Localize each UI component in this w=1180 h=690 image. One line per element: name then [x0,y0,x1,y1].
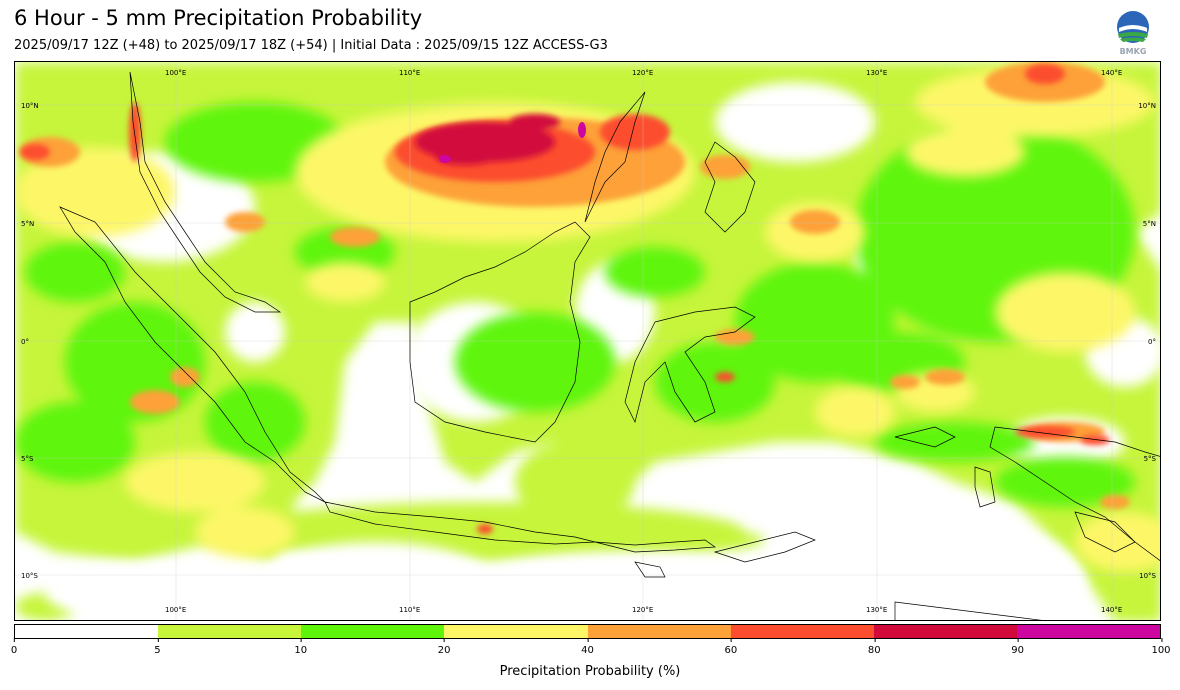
colorbar-segment [587,625,731,638]
colorbar-tick-label: 40 [581,638,594,656]
lon-label-bottom-100: 100°E [165,606,186,614]
coastlines [59,71,1160,620]
lat-label-right-10s: 10°S [1139,572,1156,580]
map-title: 6 Hour - 5 mm Precipitation Probability [14,6,423,30]
lon-label-top-100: 100°E [165,69,186,77]
colorbar-tick-label: 80 [868,638,881,656]
colorbar-ticks: 0 5 10 20 40 60 80 90 100 [11,638,1171,658]
colorbar-tick-label: 90 [1011,638,1024,656]
precipitation-map: 100°E 110°E 120°E 130°E 140°E 100°E 110°… [14,61,1161,621]
colorbar-tick-label: 20 [438,638,450,656]
bmkg-logo: BMKG [1114,10,1152,56]
colorbar-tick-label: 5 [154,638,161,656]
lat-label-left-10n: 10°N [21,102,39,110]
lon-label-bottom-140: 140°E [1101,606,1122,614]
colorbar-label: Precipitation Probability (%) [499,664,681,679]
colorbar-tick-label: 0 [11,638,17,656]
lon-label-bottom-110: 110°E [399,606,420,614]
colorbar [14,624,1161,639]
precip-field [15,62,1160,620]
colorbar-tick-label: 60 [725,638,737,656]
colorbar-segment [158,625,302,638]
lon-label-bottom-130: 130°E [866,606,887,614]
lon-label-bottom-120: 120°E [632,606,653,614]
lat-label-right-5s: 5°S [1144,455,1157,463]
lat-label-left-5n: 5°N [21,220,34,228]
lon-label-top-130: 130°E [866,69,887,77]
map-subtitle: 2025/09/17 12Z (+48) to 2025/09/17 18Z (… [14,38,608,53]
lon-label-top-140: 140°E [1101,69,1122,77]
lat-label-right-0: 0° [1148,338,1156,346]
lat-label-right-5n: 5°N [1143,220,1156,228]
colorbar-segment [15,625,159,638]
colorbar-segment [873,625,1017,638]
colorbar-segment [730,625,874,638]
logo-text: BMKG [1120,47,1147,56]
lat-label-left-0: 0° [21,338,29,346]
lon-label-top-110: 110°E [399,69,420,77]
colorbar-segment [1016,625,1160,638]
graticule-labels: 100°E 110°E 120°E 130°E 140°E 100°E 110°… [21,69,1157,614]
graticule [15,62,1160,620]
colorbar-segment [301,625,445,638]
lat-label-right-10n: 10°N [1138,102,1156,110]
colorbar-tick-label: 100 [1151,638,1171,656]
lat-label-left-10s: 10°S [21,572,38,580]
lat-label-left-5s: 5°S [21,455,34,463]
colorbar-segment [444,625,588,638]
colorbar-tick-label: 10 [294,638,307,656]
lon-label-top-120: 120°E [632,69,653,77]
